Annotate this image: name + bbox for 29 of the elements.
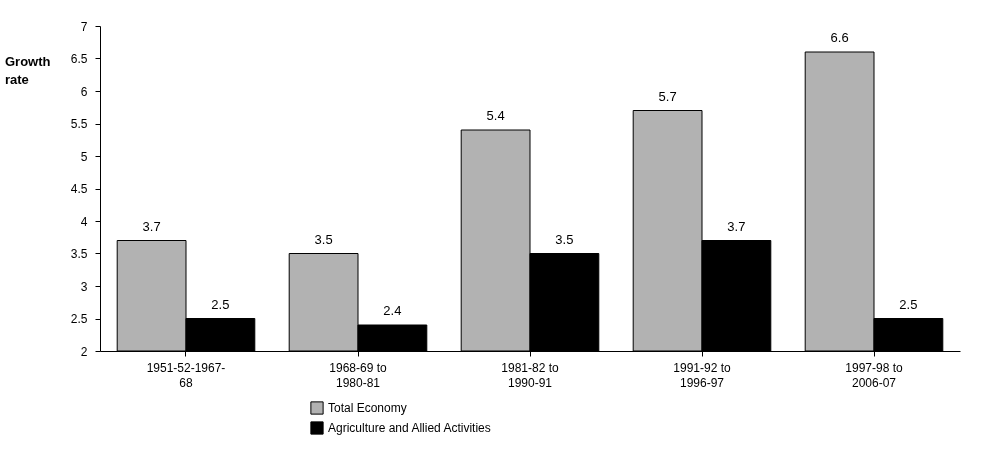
y-axis-title: Growth rate	[5, 54, 51, 87]
data-label: 3.7	[142, 218, 161, 234]
x-tick-label: 1997-98 to 2006-07	[845, 360, 904, 390]
y-tick-label: 3.5	[70, 247, 88, 261]
x-tick-label: 1968-69 to 1980-81	[329, 360, 388, 390]
y-tick-label: 5	[80, 149, 88, 164]
y-tick-label: 6.5	[70, 52, 88, 66]
y-tick-label: 3	[80, 279, 88, 294]
y-tick-label: 4	[80, 214, 88, 229]
data-label: 5.4	[486, 108, 505, 123]
data-label: 5.7	[658, 88, 677, 104]
data-label: 6.6	[830, 30, 849, 45]
legend-label: Total Economy	[328, 401, 407, 415]
y-tick-label: 7	[80, 19, 88, 34]
y-tick-label: 2	[80, 344, 88, 359]
y-tick-label: 2.5	[70, 312, 88, 326]
x-tick-label: 1981-82 to 1990-91	[501, 360, 560, 390]
y-tick-label: 6	[80, 84, 88, 99]
data-label: 2.4	[383, 303, 402, 318]
y-tick-label: 4.5	[70, 182, 88, 196]
data-label: 3.5	[314, 231, 333, 247]
x-tick-label: 1951-52-1967- 68	[146, 360, 226, 390]
y-tick-label: 5.5	[70, 117, 88, 131]
data-label: 2.5	[211, 296, 230, 312]
data-label: 3.5	[555, 231, 574, 247]
x-tick-label: 1991-92 to 1996-97	[673, 360, 732, 390]
data-label: 3.7	[727, 218, 746, 234]
legend-label: Agriculture and Allied Activities	[328, 421, 491, 435]
data-label: 2.5	[899, 296, 918, 312]
